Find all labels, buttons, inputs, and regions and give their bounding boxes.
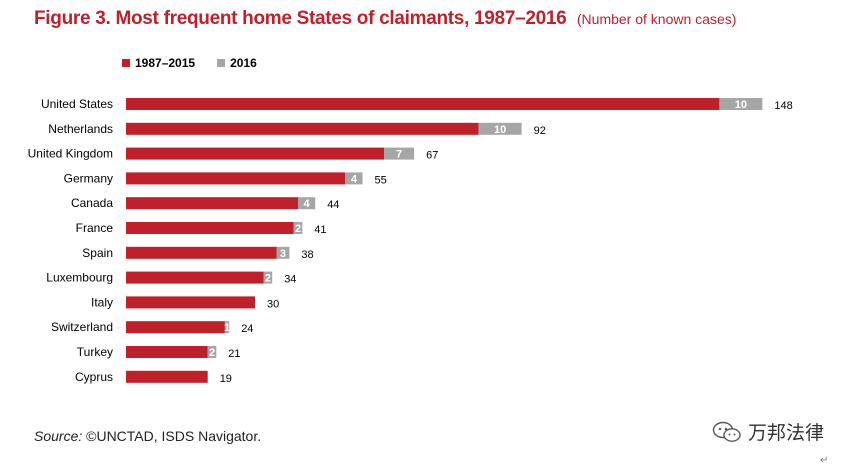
chart-subtitle: (Number of known cases): [576, 11, 737, 27]
source-label: Source:: [34, 428, 83, 444]
bar-1987-2015-united-states: [126, 98, 720, 110]
bar-2016-united-states: [719, 98, 763, 110]
legend-swatch-2016: [217, 59, 226, 67]
bar-2016-netherlands: [478, 122, 522, 135]
watermark-text: 万邦法律: [748, 423, 825, 444]
total-label-netherlands: 92: [534, 125, 546, 137]
category-label-united-kingdom: United Kingdom: [28, 147, 113, 161]
segment-label-2016-germany: 4: [351, 173, 358, 185]
bar-2016-canada: [298, 197, 316, 210]
segment-label-2016-spain: 3: [280, 248, 286, 260]
category-label-united-states: United States: [41, 97, 113, 111]
total-label-italy: 30: [267, 298, 279, 310]
total-label-united-kingdom: 67: [426, 150, 438, 162]
category-label-france: France: [76, 221, 114, 235]
total-label-france: 41: [314, 224, 326, 236]
bar-1987-2015-netherlands: [126, 122, 479, 135]
title-line: Figure 3. Most frequent home States of c…: [34, 8, 736, 30]
corner-mark: ↵: [820, 455, 829, 466]
bar-2016-turkey: [207, 346, 217, 358]
source-text: ©UNCTAD, ISDS Navigator.: [86, 428, 262, 444]
category-label-cyprus: Cyprus: [75, 370, 113, 384]
category-label-luxembourg: Luxembourg: [46, 271, 113, 285]
total-label-germany: 55: [375, 174, 387, 186]
category-label-germany: Germany: [64, 171, 113, 185]
segment-label-2016-turkey: 2: [209, 347, 215, 359]
bar-1987-2015-germany: [126, 172, 346, 185]
legend-swatch-1987-2015: [122, 59, 130, 67]
bar-1987-2015-turkey: [126, 346, 208, 358]
legend: 1987–2015 2016: [122, 56, 279, 70]
segment-label-2016-switzerland: 1: [224, 322, 230, 334]
bar-1987-2015-cyprus: [126, 370, 208, 383]
legend-label-2016: 2016: [230, 56, 257, 70]
segment-label-2016-france: 2: [295, 223, 301, 235]
total-label-switzerland: 24: [241, 323, 253, 335]
category-label-netherlands: Netherlands: [48, 122, 113, 136]
bar-1987-2015-luxembourg: [126, 271, 264, 284]
total-label-cyprus: 19: [220, 373, 232, 385]
segment-label-2016-netherlands: 10: [494, 124, 506, 136]
watermark: 万邦法律: [712, 418, 824, 445]
chart-title: Figure 3. Most frequent home States of c…: [34, 8, 567, 29]
segment-label-2016-canada: 4: [304, 198, 311, 210]
bar-2016-switzerland: [224, 321, 230, 334]
total-label-united-states: 148: [774, 100, 792, 112]
bar-1987-2015-spain: [126, 246, 277, 259]
bar-1987-2015-italy: [126, 296, 255, 309]
legend-item-1987-2015: 1987–2015: [122, 56, 195, 70]
bar-2016-germany: [345, 172, 363, 185]
bar-2016-france: [293, 222, 303, 234]
bar-1987-2015-france: [126, 222, 294, 234]
legend-label-1987-2015: 1987–2015: [135, 56, 196, 70]
category-label-spain: Spain: [82, 246, 113, 260]
total-label-spain: 38: [301, 249, 313, 261]
segment-label-2016-united-kingdom: 7: [396, 149, 402, 161]
category-label-turkey: Turkey: [77, 345, 113, 359]
wechat-icon: [712, 421, 741, 442]
legend-item-2016: 2016: [217, 56, 257, 70]
bar-2016-luxembourg: [263, 271, 273, 284]
total-label-luxembourg: 34: [284, 274, 296, 286]
total-label-canada: 44: [327, 199, 339, 211]
bar-1987-2015-switzerland: [126, 321, 225, 334]
segment-label-2016-united-states: 10: [735, 99, 747, 111]
segment-label-2016-luxembourg: 2: [265, 273, 271, 285]
bar-1987-2015-united-kingdom: [126, 147, 384, 160]
category-label-switzerland: Switzerland: [51, 320, 113, 334]
bar-2016-united-kingdom: [384, 147, 415, 160]
bar-2016-spain: [276, 246, 290, 259]
category-label-italy: Italy: [91, 295, 113, 309]
source-note: Source: ©UNCTAD, ISDS Navigator.: [34, 428, 261, 444]
total-label-turkey: 21: [228, 348, 240, 360]
bar-1987-2015-canada: [126, 197, 298, 210]
category-label-canada: Canada: [71, 196, 113, 210]
